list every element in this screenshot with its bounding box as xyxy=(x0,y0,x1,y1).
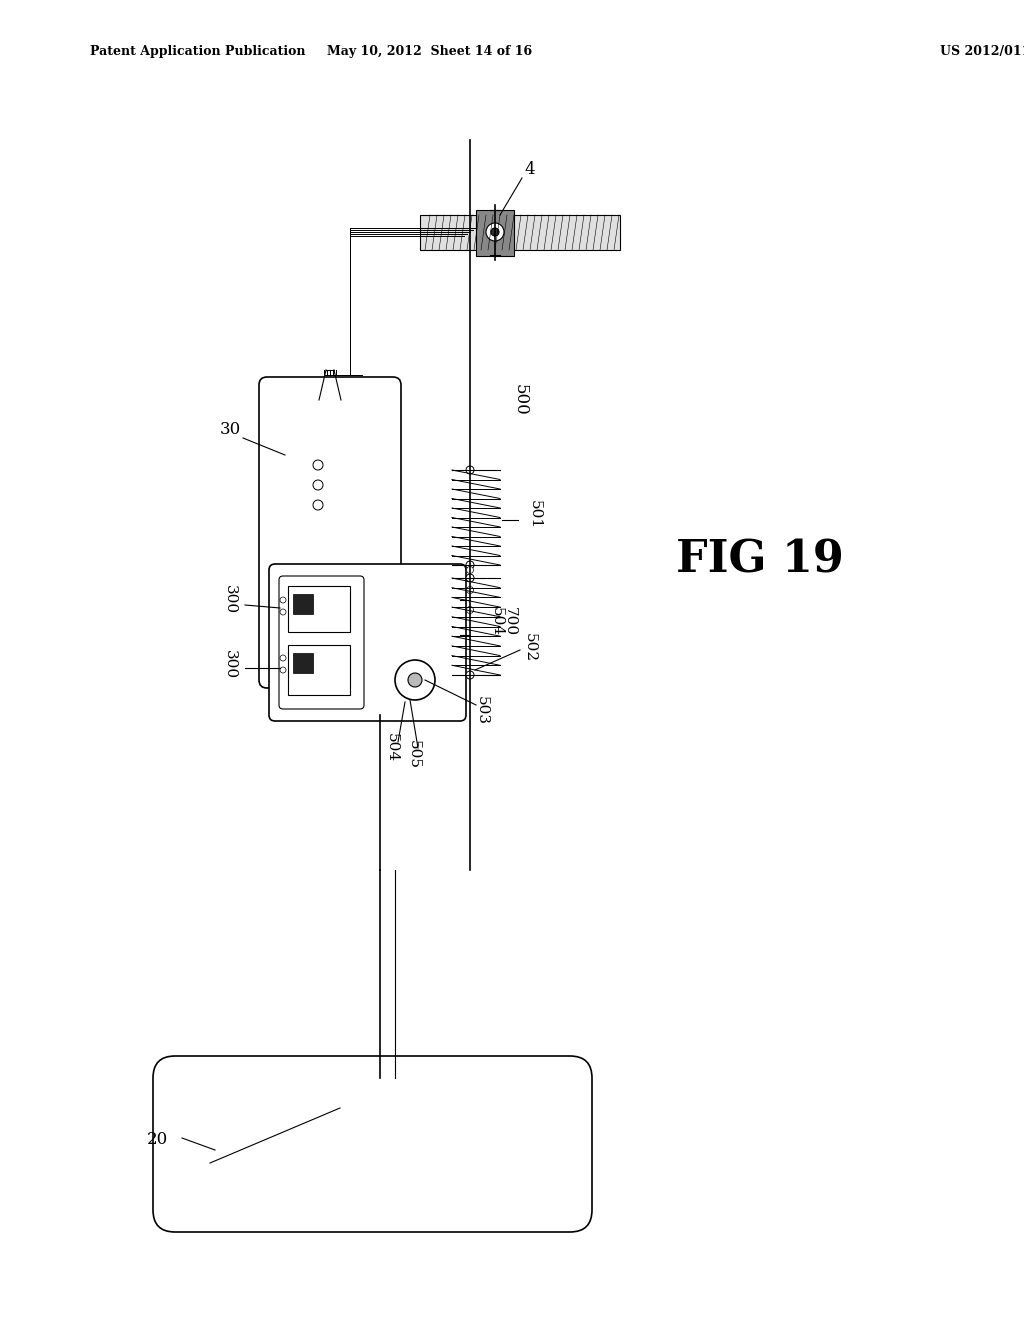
FancyBboxPatch shape xyxy=(153,1056,592,1232)
Circle shape xyxy=(490,228,499,236)
Text: FIG 19: FIG 19 xyxy=(676,539,844,582)
Text: 30: 30 xyxy=(219,421,241,438)
Bar xyxy=(420,215,620,249)
Circle shape xyxy=(408,673,422,686)
Text: 300: 300 xyxy=(223,586,237,615)
Bar xyxy=(293,594,313,614)
Circle shape xyxy=(466,671,474,678)
Circle shape xyxy=(280,609,286,615)
Text: 504: 504 xyxy=(385,734,399,763)
Circle shape xyxy=(313,480,323,490)
Text: 500: 500 xyxy=(512,384,528,416)
Circle shape xyxy=(467,606,473,614)
FancyBboxPatch shape xyxy=(269,564,466,721)
Circle shape xyxy=(466,574,474,582)
FancyBboxPatch shape xyxy=(259,378,401,688)
Circle shape xyxy=(466,466,474,474)
Text: 20: 20 xyxy=(146,1131,168,1148)
Bar xyxy=(476,210,514,256)
Circle shape xyxy=(467,566,473,573)
Bar xyxy=(288,586,350,632)
Text: 502: 502 xyxy=(523,634,537,663)
Text: 4: 4 xyxy=(524,161,536,178)
Circle shape xyxy=(280,597,286,603)
Text: 505: 505 xyxy=(407,739,421,768)
FancyBboxPatch shape xyxy=(279,576,364,709)
Circle shape xyxy=(395,660,435,700)
Circle shape xyxy=(466,561,474,569)
Bar xyxy=(288,645,350,696)
Circle shape xyxy=(486,223,504,242)
Text: Patent Application Publication: Patent Application Publication xyxy=(90,45,305,58)
Text: 700: 700 xyxy=(503,607,517,636)
Circle shape xyxy=(467,586,473,594)
Circle shape xyxy=(313,459,323,470)
Circle shape xyxy=(313,500,323,510)
Bar xyxy=(293,653,313,673)
Text: 503: 503 xyxy=(475,696,489,725)
Circle shape xyxy=(280,667,286,673)
Text: 300: 300 xyxy=(223,651,237,680)
Text: US 2012/0111531 A1: US 2012/0111531 A1 xyxy=(940,45,1024,58)
Text: 504: 504 xyxy=(490,607,504,636)
Circle shape xyxy=(280,655,286,661)
Text: 501: 501 xyxy=(528,500,542,529)
Text: May 10, 2012  Sheet 14 of 16: May 10, 2012 Sheet 14 of 16 xyxy=(328,45,532,58)
